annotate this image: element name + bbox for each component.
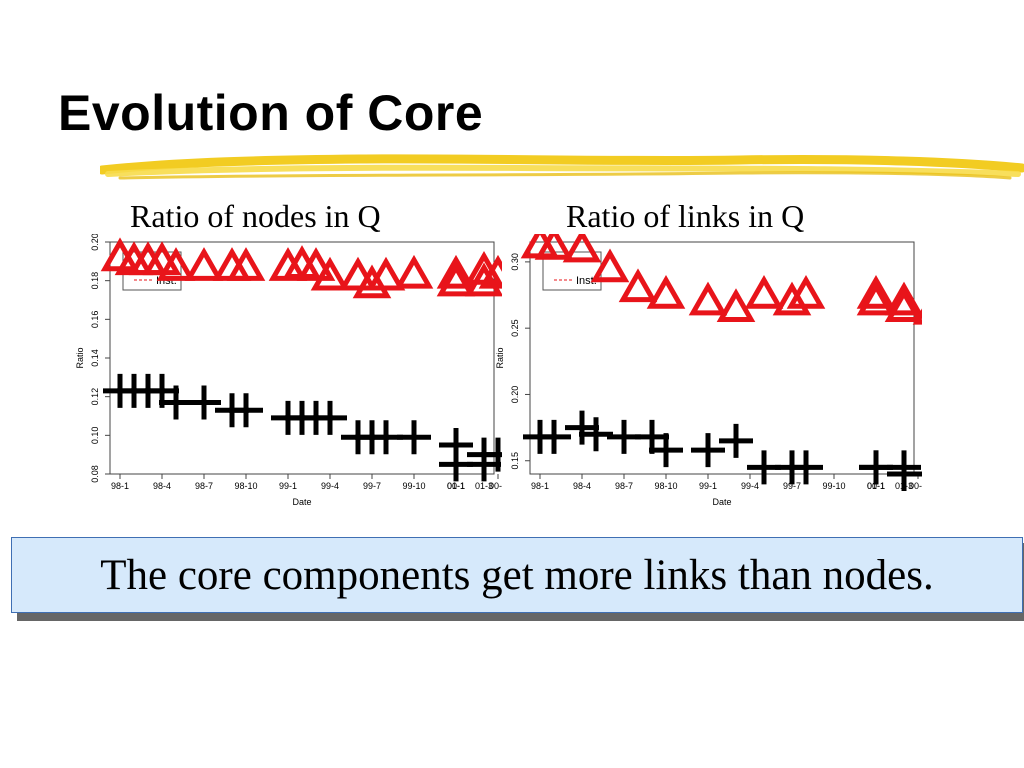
- plus-point: [719, 423, 753, 458]
- x-tick-label: 99-10: [822, 481, 845, 491]
- x-tick-label: 00-4: [909, 481, 922, 491]
- chart-nodes-ratio: Inst.0.080.100.120.140.160.180.20Ratio98…: [75, 234, 502, 507]
- callout-text: The core components get more links than …: [100, 551, 934, 599]
- triangle-point: [856, 274, 896, 309]
- triangle-point: [618, 268, 658, 303]
- plus-point: [887, 450, 921, 485]
- x-tick-label: 98-1: [111, 481, 129, 491]
- x-tick-label: 98-1: [531, 481, 549, 491]
- chart-links-ratio: Inst. 0.15 0.20 0.25 0.30 Ratio 98-1 98-4 98-7 98…: [495, 234, 922, 507]
- y-axis-label: Ratio: [75, 347, 85, 368]
- plus-point: [537, 419, 571, 454]
- x-tick-label: 00-1: [447, 481, 465, 491]
- y-tick-label: 0.14: [90, 349, 100, 367]
- triangle-point: [436, 254, 476, 289]
- x-tick-label: 01-1: [867, 481, 885, 491]
- triangle-point: [590, 248, 630, 283]
- plus-point: [565, 410, 599, 445]
- y-tick-label: 0.08: [90, 465, 100, 483]
- triangle-point: [310, 256, 350, 291]
- y-tick-label: 0.18: [90, 272, 100, 290]
- x-tick-label: 99-1: [699, 481, 717, 491]
- triangle-point: [562, 234, 602, 263]
- x-tick-label: 99-4: [321, 481, 339, 491]
- plus-point: [649, 433, 683, 468]
- y-tick-label: 0.20: [510, 386, 520, 404]
- triangle-point: [478, 254, 502, 289]
- x-tick-label: 00-4: [489, 481, 502, 491]
- triangle-point: [884, 281, 922, 316]
- triangle-point: [184, 247, 224, 281]
- y-tick-label: 0.30: [510, 253, 520, 271]
- y-tick-label: 0.16: [90, 311, 100, 329]
- plus-point: [691, 433, 725, 468]
- x-tick-label: 98-4: [153, 481, 171, 491]
- triangle-point: [772, 281, 812, 316]
- x-tick-label: 98-10: [234, 481, 257, 491]
- triangle-point: [716, 288, 756, 323]
- plus-point: [789, 450, 823, 485]
- y-tick-label: 0.10: [90, 427, 100, 445]
- x-tick-label: 98-4: [573, 481, 591, 491]
- triangle-point: [296, 247, 336, 281]
- triangle-point: [786, 274, 826, 309]
- chart-left-title: Ratio of nodes in Q: [130, 198, 381, 234]
- triangle-point: [884, 288, 922, 323]
- x-axis-label: Date: [712, 497, 731, 507]
- triangle-point: [646, 274, 686, 309]
- plus-point: [579, 417, 613, 452]
- chart-right-title: Ratio of links in Q: [566, 198, 805, 234]
- x-tick-label: 99-1: [279, 481, 297, 491]
- callout-box: The core components get more links than …: [11, 537, 1023, 613]
- plus-point: [397, 420, 431, 455]
- y-axis-label: Ratio: [495, 347, 505, 368]
- triangle-point: [436, 262, 476, 297]
- triangle-point: [464, 262, 502, 297]
- x-tick-label: 98-7: [195, 481, 213, 491]
- slide-title: Evolution of Core: [58, 85, 484, 141]
- triangle-point: [366, 256, 406, 291]
- triangle-point: [156, 247, 196, 281]
- x-tick-label: 00-1: [867, 481, 885, 491]
- x-axis-label: Date: [292, 497, 311, 507]
- x-tick-label: 99-10: [402, 481, 425, 491]
- triangle-point: [352, 264, 392, 299]
- y-tick-label: 0.20: [90, 234, 100, 251]
- triangle-point: [688, 281, 728, 316]
- x-tick-label: 98-7: [615, 481, 633, 491]
- plus-point: [915, 471, 922, 477]
- legend-label: Inst.: [576, 275, 597, 287]
- y-tick-label: 0.25: [510, 319, 520, 337]
- x-tick-label: 98-10: [654, 481, 677, 491]
- highlight-underline: [100, 154, 1024, 180]
- plus-point: [467, 447, 501, 482]
- plus-point: [229, 393, 263, 428]
- triangle-point: [744, 274, 784, 309]
- plot-frame: [529, 241, 915, 475]
- triangle-point: [226, 247, 266, 281]
- y-tick-label: 0.15: [510, 452, 520, 470]
- triangle-point: [534, 234, 574, 260]
- triangle-point: [856, 281, 896, 316]
- y-tick-label: 0.12: [90, 388, 100, 406]
- x-tick-label: 99-7: [783, 481, 801, 491]
- x-tick-label: 99-4: [741, 481, 759, 491]
- plus-point: [313, 400, 347, 435]
- triangle-point: [338, 256, 378, 291]
- x-tick-label: 01-1: [447, 481, 465, 491]
- x-tick-label: 99-7: [363, 481, 381, 491]
- triangle-point: [394, 254, 434, 289]
- x-tick-label: 01-3: [475, 481, 493, 491]
- plus-point: [187, 385, 221, 420]
